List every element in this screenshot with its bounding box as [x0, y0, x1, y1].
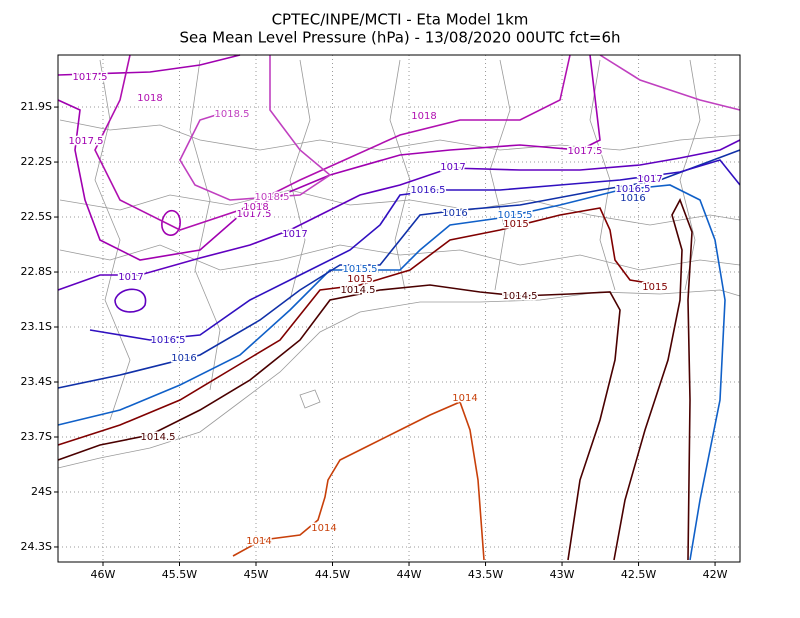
isobar-label: 1016: [620, 193, 645, 204]
x-tick-label: 42W: [703, 568, 728, 581]
border: [589, 59, 616, 291]
border: [189, 59, 221, 391]
border: [489, 59, 511, 291]
borders: [57, 59, 741, 469]
border: [389, 59, 411, 291]
contour-labels: 1017.5 1017.5 1017.5 1017.5 1018 1018 10…: [67, 71, 669, 549]
y-tick-label: 22.2S: [21, 155, 52, 168]
isobar-label: 1014: [246, 536, 271, 547]
isobar-label: 1017: [118, 272, 143, 283]
border: [59, 244, 741, 271]
isobar-label: 1015: [503, 219, 528, 230]
x-tick-label: 46W: [91, 568, 116, 581]
isobar-label: 1014.5: [341, 285, 376, 296]
isobar-label: 1018: [243, 202, 268, 213]
isobar-label: 1014: [452, 393, 477, 404]
isobar-label: 1016.5: [151, 335, 186, 346]
contours: [57, 54, 741, 561]
y-tick-label: 23.4S: [21, 375, 52, 388]
isobar: [57, 207, 661, 446]
isobar: [57, 139, 741, 291]
coastline: [57, 289, 741, 469]
y-tick-label: 24.3S: [21, 540, 52, 553]
isobar-label: 1018.5: [255, 192, 290, 203]
isobar: [161, 209, 181, 236]
y-tick-label: 23.7S: [21, 430, 52, 443]
isobar: [57, 54, 241, 76]
x-tick-label: 45.5W: [162, 568, 197, 581]
x-tick-label: 42.5W: [621, 568, 656, 581]
isobar-label: 1017: [282, 229, 307, 240]
isobar-label: 1014.5: [503, 291, 538, 302]
isobar-label: 1016: [442, 208, 467, 219]
x-tick-label: 44.5W: [315, 568, 350, 581]
isobar-label: 1017.5: [69, 136, 104, 147]
border: [289, 59, 311, 301]
y-tick-label: 22.8S: [21, 265, 52, 278]
isobar: [599, 54, 741, 111]
isobar: [232, 400, 485, 561]
title-line: CPTEC/INPE/MCTI - Eta Model 1km: [272, 11, 529, 29]
isobar: [114, 288, 147, 313]
x-tick-label: 43.5W: [468, 568, 503, 581]
x-tick-label: 44W: [397, 568, 422, 581]
y-tick-label: 24S: [31, 485, 52, 498]
x-tick-label: 45W: [244, 568, 269, 581]
isobar-label: 1017: [637, 174, 662, 185]
isobar-label: 1016.5: [411, 185, 446, 196]
isobar: [57, 54, 601, 261]
isobar-label: 1017: [440, 162, 465, 173]
y-tick-label: 23.1S: [21, 320, 52, 333]
isobar-label: 1015.5: [343, 264, 378, 275]
isobar: [179, 55, 332, 201]
isobar-label: 1016.5: [616, 184, 651, 195]
isobar-label: 1018.5: [215, 109, 250, 120]
isobar-label: 1015: [642, 282, 667, 293]
isobar: [57, 284, 621, 561]
border: [679, 59, 701, 291]
isobar-label: 1014.5: [141, 432, 176, 443]
isobar-label: 1018: [137, 93, 162, 104]
isobar: [57, 149, 741, 389]
isobar-label: 1018: [411, 111, 436, 122]
isobar-label: 1017.5: [568, 146, 603, 157]
isobar-label: 1017.5: [73, 72, 108, 83]
grid: [58, 55, 740, 562]
isobar: [57, 184, 726, 561]
isobar: [613, 198, 693, 561]
x-tick-label: 43W: [550, 568, 575, 581]
title-line: Sea Mean Level Pressure (hPa) - 13/08/20…: [179, 29, 620, 47]
map-frame: [57, 54, 741, 563]
y-tick-label: 21.9S: [21, 100, 52, 113]
isobar-label: 1015: [347, 274, 372, 285]
isobar: [89, 159, 741, 341]
border: [59, 189, 741, 226]
isobar-label: 1014: [311, 523, 336, 534]
isobar-label: 1017.5: [237, 209, 272, 220]
border: [59, 119, 741, 151]
island: [299, 389, 321, 409]
isobar-label: 1015.5: [498, 210, 533, 221]
isobar-label: 1016: [171, 353, 196, 364]
y-tick-label: 22.5S: [21, 210, 52, 223]
isobar: [94, 54, 571, 231]
